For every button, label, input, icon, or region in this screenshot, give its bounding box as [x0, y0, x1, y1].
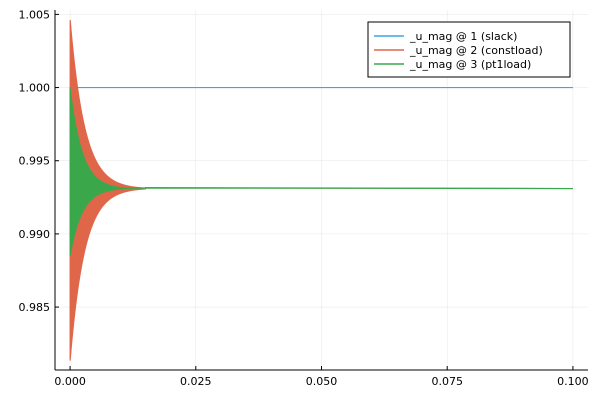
y-tick-label: 0.990: [19, 228, 51, 241]
x-tick-label: 0.075: [431, 375, 463, 388]
x-tick-label: 0.100: [557, 375, 589, 388]
legend-label: _u_mag @ 3 (pt1load): [409, 58, 531, 71]
series-line: [69, 87, 573, 256]
series-3: [69, 87, 573, 256]
legend: _u_mag @ 1 (slack)_u_mag @ 2 (constload)…: [367, 21, 571, 78]
axes: [54, 10, 588, 371]
legend-label: _u_mag @ 2 (constload): [409, 44, 543, 57]
y-tick-label: 1.000: [19, 82, 51, 95]
series-group: [69, 20, 573, 361]
y-tick-label: 0.985: [19, 301, 51, 314]
x-tick-label: 0.000: [54, 375, 86, 388]
legend-label: _u_mag @ 1 (slack): [409, 30, 517, 43]
x-tick-label: 0.050: [306, 375, 338, 388]
y-tick-label: 1.005: [19, 8, 51, 21]
tick-labels: 0.000 0.025 0.050 0.075 0.100 0.985 0.990 0.995…: [19, 8, 589, 388]
y-tick-label: 0.995: [19, 155, 51, 168]
x-tick-label: 0.025: [180, 375, 212, 388]
